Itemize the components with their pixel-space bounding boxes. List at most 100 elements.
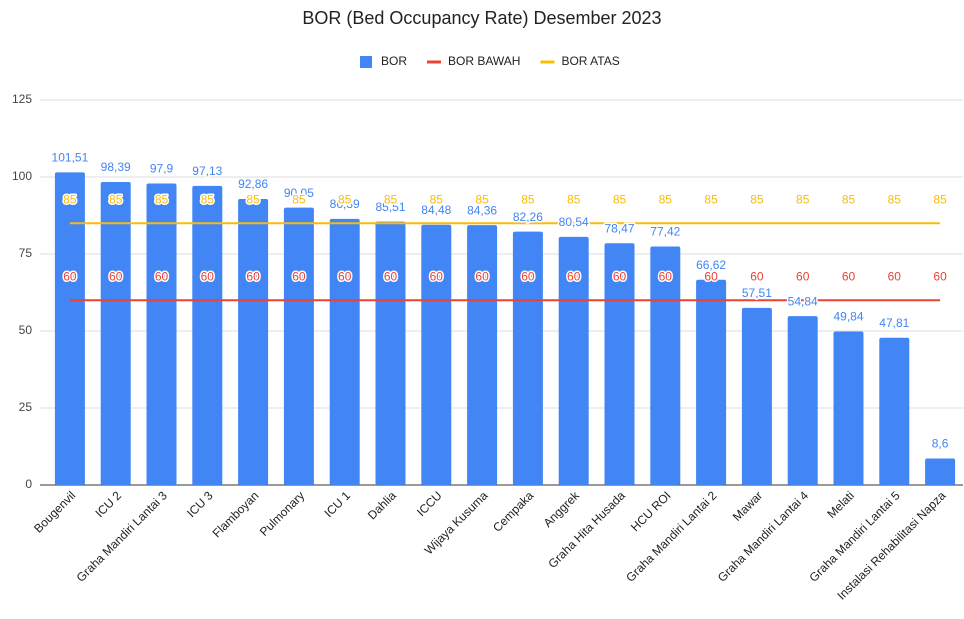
data-label: 60 <box>842 269 856 283</box>
data-label: 85 <box>155 192 169 206</box>
data-label: 97,9 <box>150 162 174 176</box>
x-tick-label: ICCU <box>414 488 445 519</box>
x-tick-label: ICU 2 <box>92 488 124 520</box>
data-label: 85 <box>292 192 306 206</box>
data-label: 60 <box>704 269 718 283</box>
data-label: 85 <box>338 192 352 206</box>
bar <box>238 198 269 485</box>
x-tick-label: Cempaka <box>490 488 536 534</box>
data-label: 60 <box>796 269 810 283</box>
bar <box>421 224 452 485</box>
data-label: 85 <box>201 192 215 206</box>
data-label: 60 <box>109 269 123 283</box>
x-tick-label: Anggrek <box>541 488 583 530</box>
data-label: 49,84 <box>833 310 863 324</box>
data-label: 86,39 <box>330 197 360 211</box>
data-label: 60 <box>155 269 169 283</box>
data-label: 78,47 <box>604 221 634 235</box>
data-label: 60 <box>338 269 352 283</box>
data-label: 85 <box>659 192 673 206</box>
data-label: 66,62 <box>696 258 726 272</box>
x-tick-label: Bougenvil <box>31 488 78 535</box>
y-tick-label: 0 <box>25 477 32 491</box>
data-label: 85 <box>475 192 489 206</box>
data-label: 77,42 <box>650 225 680 239</box>
x-tick-label: Pulmonary <box>257 488 307 538</box>
data-label: 60 <box>933 269 947 283</box>
x-tick-label: HCU ROI <box>628 488 674 534</box>
data-label: 60 <box>246 269 260 283</box>
bar <box>925 458 956 485</box>
x-tick-label: Melati <box>824 488 857 521</box>
bar <box>650 246 681 485</box>
data-label: 60 <box>750 269 764 283</box>
x-tick-label: Flamboyan <box>210 488 262 540</box>
data-label: 92,86 <box>238 177 268 191</box>
data-label: 82,26 <box>513 210 543 224</box>
x-tick-label: Graha Mandiri Lantai 2 <box>623 488 719 584</box>
bar <box>787 316 818 485</box>
data-label: 54,84 <box>788 294 818 308</box>
bar <box>375 221 406 485</box>
data-label: 84,36 <box>467 203 497 217</box>
data-label: 85,51 <box>375 200 405 214</box>
y-tick-label: 50 <box>19 323 33 337</box>
x-tick-label: Graha Mandiri Lantai 3 <box>74 488 170 584</box>
data-label: 85 <box>63 192 77 206</box>
data-label: 97,13 <box>192 164 222 178</box>
data-label: 60 <box>63 269 77 283</box>
data-label: 80,54 <box>559 215 589 229</box>
data-label: 85 <box>796 192 810 206</box>
data-label: 60 <box>521 269 535 283</box>
bar <box>558 236 589 485</box>
data-label: 85 <box>246 192 260 206</box>
y-tick-label: 100 <box>12 169 32 183</box>
data-label: 85 <box>109 192 123 206</box>
legend-label: BOR BAWAH <box>448 54 520 68</box>
data-label: 60 <box>659 269 673 283</box>
bar <box>696 279 727 485</box>
data-label: 85 <box>384 192 398 206</box>
x-tick-label: Graha Mandiri Lantai 4 <box>715 488 811 584</box>
chart-title: BOR (Bed Occupancy Rate) Desember 2023 <box>302 8 661 28</box>
bar <box>329 218 360 485</box>
data-label: 60 <box>201 269 215 283</box>
x-tick-label: Dahlia <box>365 488 399 522</box>
data-label: 85 <box>430 192 444 206</box>
x-tick-label: ICU 3 <box>184 488 216 520</box>
data-label: 60 <box>888 269 902 283</box>
data-label: 85 <box>613 192 627 206</box>
x-tick-label: ICU 1 <box>321 488 353 520</box>
data-label: 60 <box>475 269 489 283</box>
data-label: 85 <box>750 192 764 206</box>
bar <box>146 183 177 485</box>
data-label: 60 <box>292 269 306 283</box>
data-label: 84,48 <box>421 203 451 217</box>
data-label: 85 <box>567 192 581 206</box>
data-label: 85 <box>842 192 856 206</box>
x-tick-label: Graha Hita Husada <box>545 488 628 571</box>
data-label: 85 <box>888 192 902 206</box>
data-label: 85 <box>933 192 947 206</box>
bar <box>833 331 864 485</box>
data-label: 98,39 <box>101 160 131 174</box>
data-label: 47,81 <box>879 316 909 330</box>
data-label: 101,51 <box>52 151 89 165</box>
legend-label: BOR ATAS <box>561 54 619 68</box>
bar <box>879 337 910 485</box>
bar <box>192 185 223 485</box>
data-label: 60 <box>384 269 398 283</box>
bar <box>512 231 543 485</box>
x-tick-label: Mawar <box>730 488 765 523</box>
bar <box>283 207 314 485</box>
bar <box>741 307 772 485</box>
legend-label: BOR <box>381 54 407 68</box>
data-label: 60 <box>613 269 627 283</box>
bar <box>100 181 131 485</box>
data-label: 90,05 <box>284 186 314 200</box>
bar <box>467 225 498 485</box>
bar <box>54 172 85 486</box>
y-tick-label: 75 <box>19 246 33 260</box>
bar <box>604 243 635 485</box>
